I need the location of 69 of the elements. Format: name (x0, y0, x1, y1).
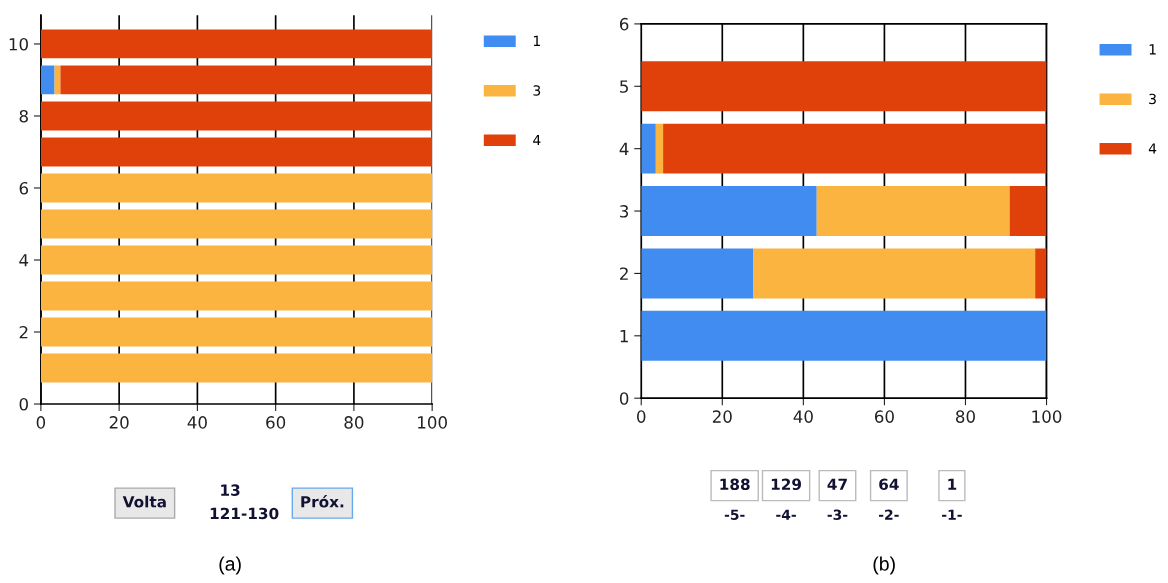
y-tick-label: 5 (620, 80, 628, 93)
x-tick-label: 40 (187, 416, 207, 429)
text: 188 (720, 478, 750, 491)
bar (1009, 186, 1047, 236)
y-tick-label: 4 (619, 142, 629, 155)
bar (40, 317, 433, 347)
bar (40, 137, 433, 167)
y-tick-label: 6 (19, 181, 29, 195)
x-tick-label: 80 (344, 416, 364, 429)
bar (641, 123, 656, 174)
x-tick-label: 60 (874, 410, 894, 423)
text: 129 (771, 478, 802, 491)
x-tick-label: 0 (36, 416, 46, 429)
text: -2- (879, 509, 899, 520)
y-tick-label: 1 (620, 329, 628, 343)
bar (1035, 248, 1047, 299)
x-tick-label: 40 (793, 410, 813, 423)
bar (655, 123, 664, 174)
x-tick-label: 80 (955, 410, 975, 423)
text: -3- (827, 509, 848, 520)
y-tick-label: 0 (19, 397, 28, 411)
x-tick-label: 0 (637, 410, 646, 423)
text: 121-130 (210, 507, 279, 520)
bar (40, 353, 433, 383)
bar (641, 248, 754, 299)
x-tick-label: 20 (109, 416, 129, 429)
bar (641, 61, 1047, 112)
text: (a) (219, 556, 241, 575)
legend-label: 4 (533, 134, 541, 146)
text: Próx. (301, 495, 344, 508)
x-tick-label: 20 (712, 410, 732, 423)
y-tick-label: 2 (620, 267, 628, 280)
y-tick-label: 4 (19, 254, 29, 267)
bar (40, 173, 433, 203)
x-tick-label: 100 (1032, 410, 1062, 423)
text: -1- (942, 509, 962, 520)
y-tick-label: 6 (619, 17, 629, 31)
text: 47 (827, 478, 847, 490)
text: -5- (724, 509, 745, 520)
text: (b) (873, 556, 895, 575)
bar (816, 186, 1010, 236)
bar (753, 248, 1036, 299)
bar (40, 281, 433, 311)
text: 64 (879, 478, 899, 491)
y-tick-label: 0 (619, 392, 629, 405)
y-tick-label: 8 (19, 109, 28, 123)
bar (40, 245, 433, 275)
y-tick-label: 2 (19, 325, 28, 339)
text: 13 (221, 484, 240, 496)
legend-label: 4 (1148, 143, 1157, 154)
bar (40, 65, 55, 95)
text: 1 (948, 478, 957, 490)
x-tick-label: 100 (418, 416, 447, 429)
bar (60, 65, 433, 95)
legend-label: 3 (1149, 93, 1156, 105)
bar (40, 101, 433, 131)
text: -4- (776, 509, 796, 520)
bar (663, 123, 1047, 174)
legend-label: 3 (533, 85, 541, 96)
legend-label: 1 (533, 35, 540, 46)
x-tick-label: 60 (266, 416, 286, 429)
y-tick-label: 3 (620, 205, 629, 218)
bar (40, 209, 433, 239)
bar (641, 310, 1047, 361)
legend-label: 1 (1149, 44, 1156, 55)
text: Volta (122, 495, 166, 508)
y-tick-label: 10 (9, 37, 28, 51)
bar (40, 29, 433, 59)
bar (641, 186, 817, 236)
